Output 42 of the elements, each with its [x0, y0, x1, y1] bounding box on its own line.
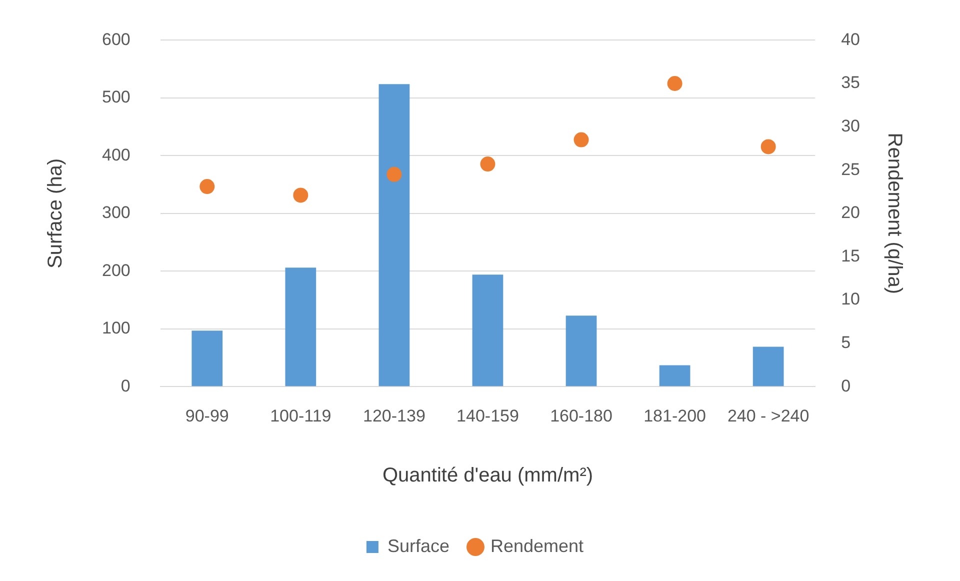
bar [285, 268, 316, 386]
y2-tick-label: 5 [841, 332, 851, 352]
point [200, 179, 215, 194]
x-tick-label: 160-180 [550, 406, 612, 426]
bar [378, 84, 410, 386]
y2-tick-label: 40 [841, 30, 860, 49]
x-tick-label: 181-200 [644, 406, 706, 426]
x-tick-label: 100-119 [270, 406, 332, 426]
y2-tick-label: 15 [841, 246, 860, 266]
y-axis-title: Surface (ha) [44, 158, 67, 268]
x-axis-title: Quantité d'eau (mm/m²) [382, 464, 593, 487]
point [386, 166, 402, 182]
point [760, 139, 776, 154]
y-tick-label: 200 [102, 260, 130, 280]
point [667, 76, 682, 91]
y2-tick-label: 25 [841, 160, 860, 179]
x-tick-label: 120-139 [363, 406, 426, 426]
bar [472, 274, 504, 386]
y2-tick-label: 30 [841, 116, 860, 136]
point [480, 156, 496, 172]
bar [566, 316, 597, 386]
bar [752, 346, 784, 386]
y-tick-label: 400 [102, 145, 130, 164]
x-tick-label: 140-159 [456, 406, 519, 426]
y-tick-label: 300 [102, 203, 130, 222]
y2-tick-label: 0 [841, 376, 851, 396]
y-tick-label: 100 [102, 318, 130, 338]
y2-tick-label: 35 [841, 73, 860, 92]
point [293, 188, 308, 203]
y-tick-label: 500 [102, 88, 130, 107]
point [574, 132, 589, 148]
x-tick-label: 240 - >240 [727, 406, 810, 426]
legend-label: Surface [387, 536, 450, 556]
x-tick-label: 90-99 [185, 406, 229, 426]
y2-tick-label: 10 [841, 290, 860, 309]
y-tick-label: 600 [102, 30, 130, 49]
bar [659, 365, 690, 386]
legend-label: Rendement [490, 536, 584, 556]
y-tick-label: 0 [120, 376, 130, 396]
y2-axis-title: Rendement (q/ha) [883, 132, 906, 294]
bar [192, 330, 223, 386]
y2-tick-label: 20 [841, 203, 860, 222]
